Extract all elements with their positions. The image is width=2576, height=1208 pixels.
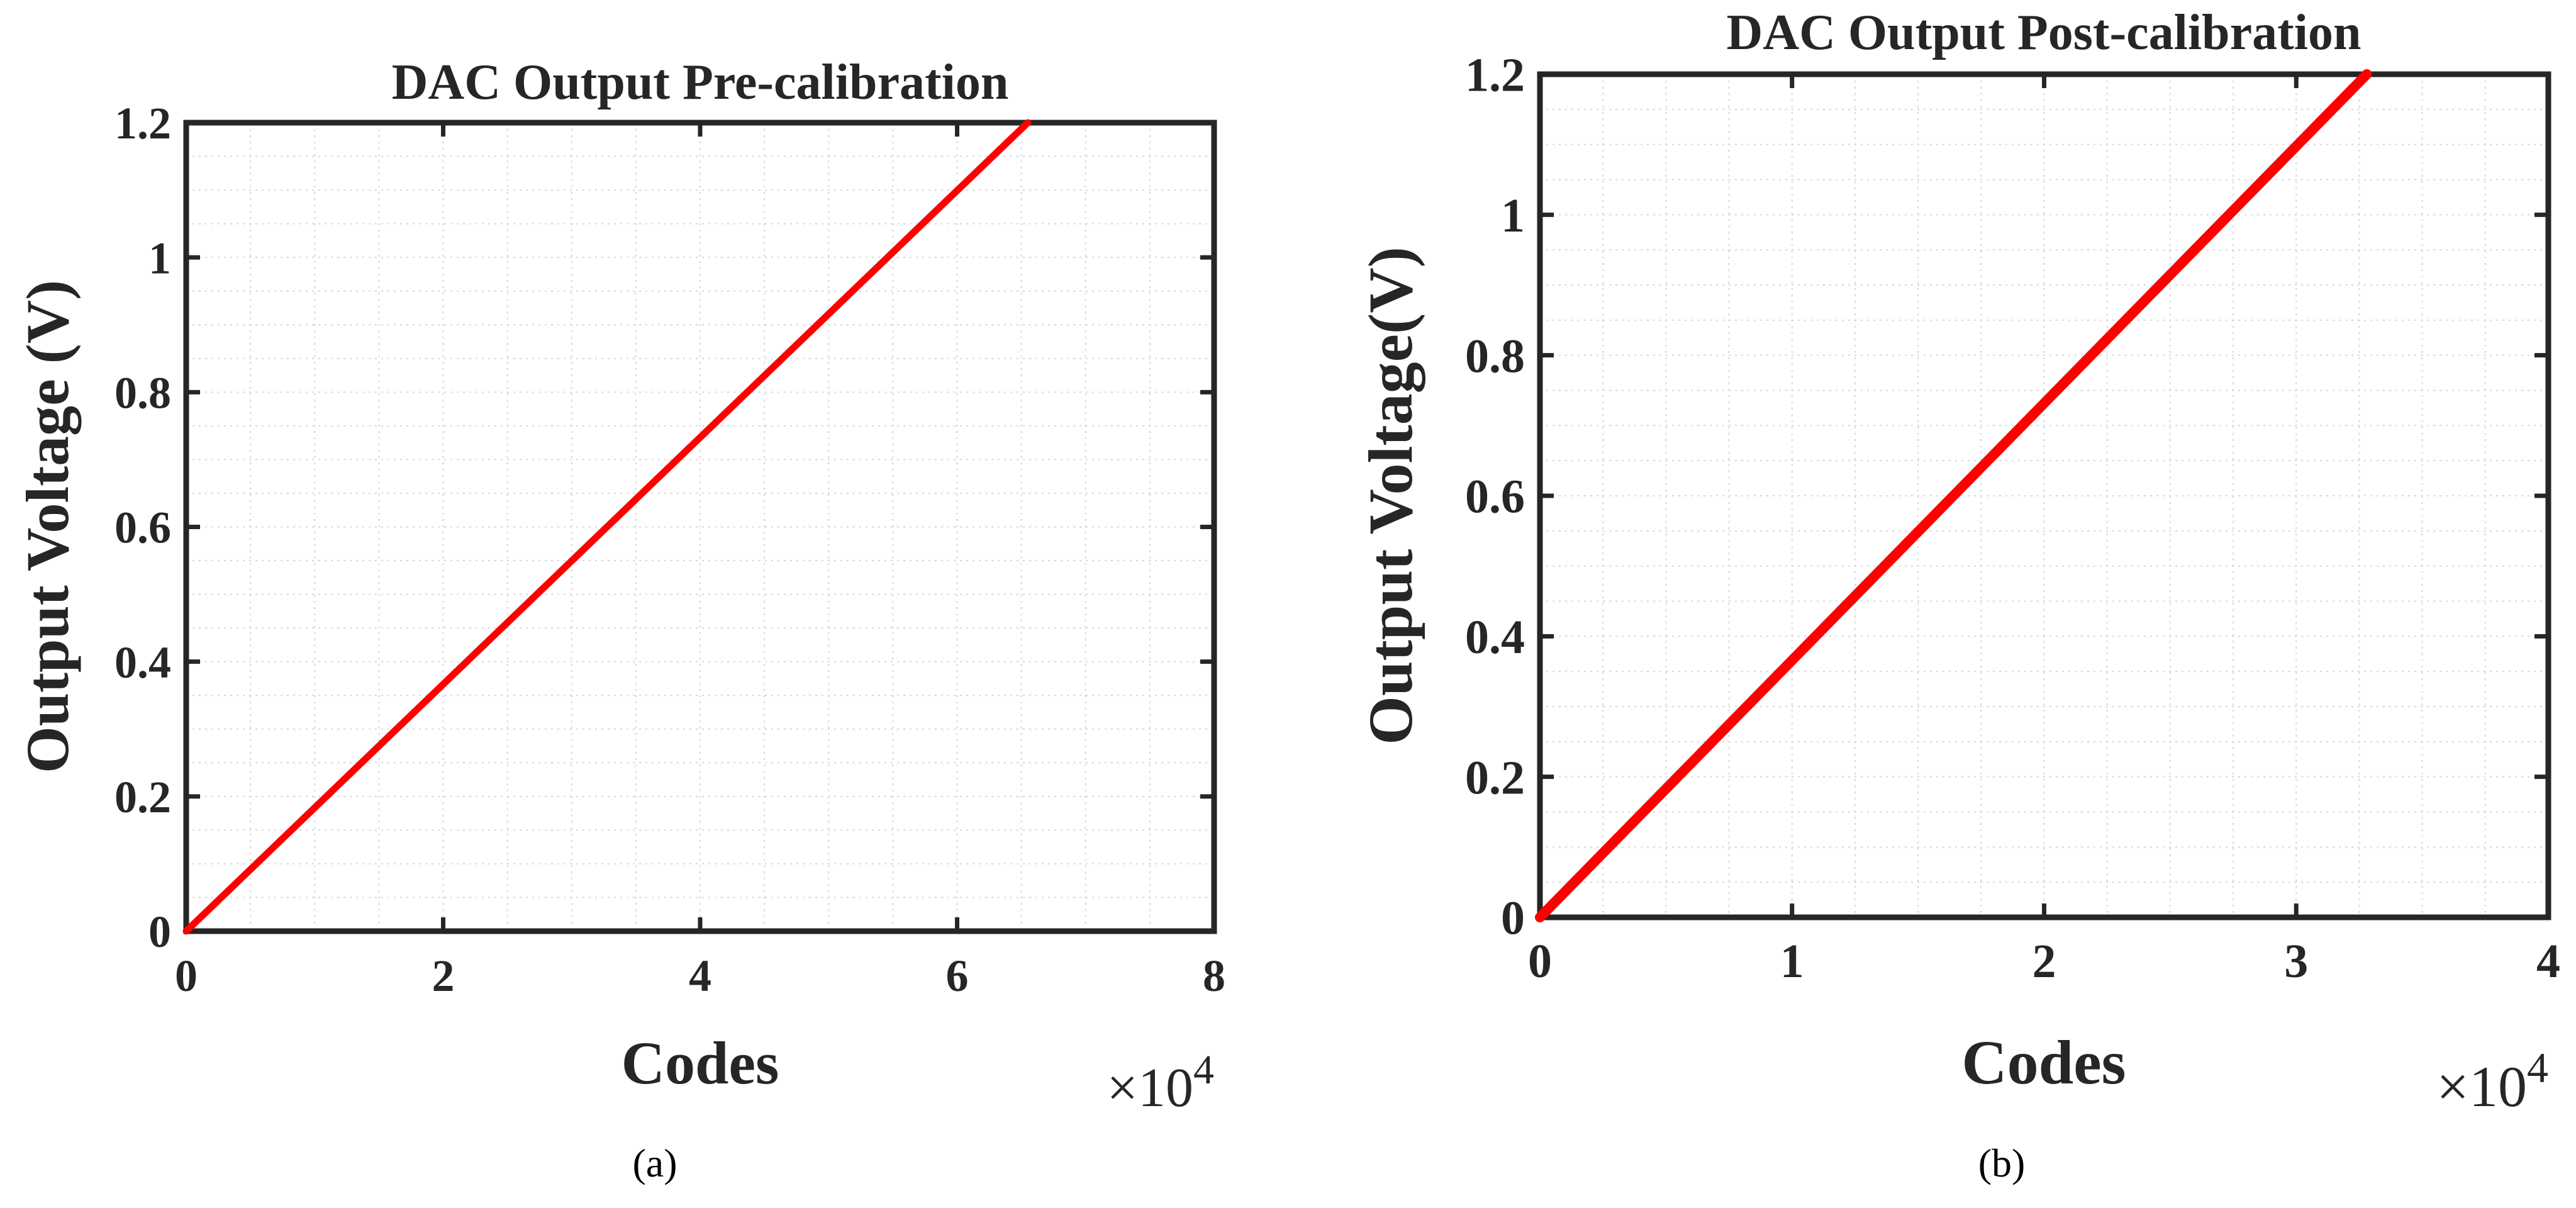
x-tick-label: 4	[689, 951, 711, 1001]
caption-a: (a)	[632, 1141, 677, 1185]
chart-title-a: DAC Output Pre-calibration	[392, 55, 1009, 110]
y-tick-label: 0.6	[114, 503, 171, 553]
y-tick-label: 0	[148, 907, 171, 957]
x-tick-label: 0	[175, 951, 198, 1001]
grid-b	[1540, 74, 2548, 917]
x-tick-label: 3	[2284, 935, 2308, 988]
x-tick-label: 4	[2536, 935, 2560, 988]
y-tick-label: 1	[1501, 189, 1525, 242]
ticks-b	[1537, 72, 2551, 920]
panel-b: 0 1 2 3 4 0 0.2 0.4 0.6 0.8 1 1.2 DAC Output Post-…	[1356, 5, 2560, 1185]
y-tick-labels-b: 0 0.2 0.4 0.6 0.8 1 1.2	[1465, 49, 1525, 945]
x-tick-label: 6	[946, 951, 969, 1001]
x-tick-labels-b: 0 1 2 3 4	[1528, 935, 2560, 988]
x-tick-label: 1	[1780, 935, 1804, 988]
y-tick-label: 1.2	[1465, 49, 1525, 102]
x-tick-label: 0	[1528, 935, 1552, 988]
y-tick-label: 0.4	[1465, 611, 1525, 664]
y-tick-label: 0.2	[114, 772, 171, 822]
grid-a	[186, 123, 1214, 931]
x-axis-label-a: Codes	[622, 1029, 779, 1097]
y-tick-label: 0.2	[1465, 751, 1525, 804]
x-tick-label: 8	[1203, 951, 1225, 1001]
y-axis-label-b: Output Voltage(V)	[1356, 247, 1425, 745]
y-tick-label: 0.8	[1465, 330, 1525, 383]
y-tick-label: 0.6	[1465, 471, 1525, 523]
x-tick-label: 2	[2032, 935, 2056, 988]
x-multiplier-a: ×104	[1107, 1047, 1214, 1119]
y-tick-label: 1	[148, 233, 171, 283]
caption-b: (b)	[1978, 1141, 2026, 1185]
x-multiplier-b: ×104	[2436, 1044, 2548, 1119]
x-tick-label: 2	[432, 951, 455, 1001]
series-line	[182, 119, 1032, 935]
y-tick-label: 1.2	[114, 98, 171, 148]
y-tick-label: 0.8	[114, 368, 171, 418]
series-b	[1535, 69, 2372, 922]
x-axis-label-b: Codes	[1961, 1027, 2126, 1097]
y-tick-labels-a: 0 0.2 0.4 0.6 0.8 1 1.2	[114, 98, 171, 957]
series-line	[1535, 69, 2372, 922]
panel-a: 0 2 4 6 8 0 0.2 0.4 0.6 0.8 1 1.2 DAC Output Pre-c…	[14, 55, 1225, 1185]
x-tick-labels-a: 0 2 4 6 8	[175, 951, 1225, 1001]
chart-title-b: DAC Output Post-calibration	[1727, 5, 2361, 60]
y-axis-label-a: Output Voltage (V)	[14, 280, 81, 773]
y-tick-label: 0	[1501, 892, 1525, 945]
y-tick-label: 0.4	[114, 637, 171, 688]
ticks-a	[184, 120, 1217, 934]
series-a	[182, 119, 1032, 935]
